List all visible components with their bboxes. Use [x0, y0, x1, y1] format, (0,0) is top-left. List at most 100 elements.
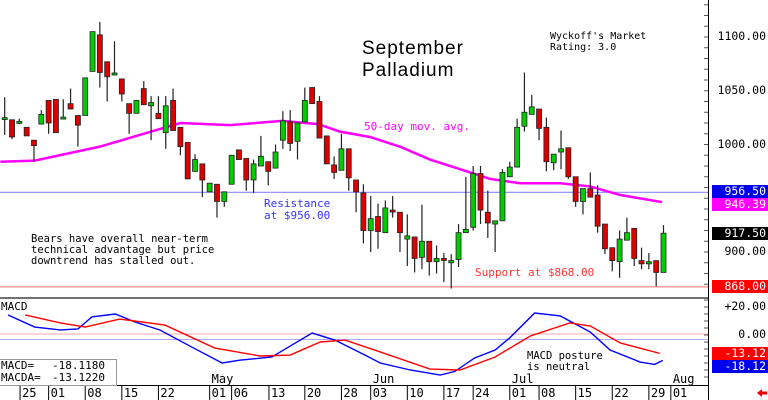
- candle: [89, 31, 96, 72]
- candle: [616, 230, 623, 278]
- candle-body-up: [448, 260, 455, 264]
- date-label: 15: [123, 386, 139, 400]
- candle: [287, 110, 294, 151]
- candle-body-down: [484, 211, 491, 224]
- candle: [660, 225, 667, 273]
- date-label: 01: [511, 386, 527, 400]
- candle: [309, 87, 316, 105]
- candle-body-up: [660, 232, 667, 273]
- candle: [565, 147, 572, 179]
- candle-body-down: [316, 101, 323, 139]
- commentary-line-3: downtrend has stalled out.: [31, 255, 196, 267]
- candle-body-up: [367, 218, 374, 231]
- date-label: 01: [672, 386, 688, 400]
- candle: [16, 118, 23, 125]
- candle: [184, 141, 191, 180]
- candle-body-down: [155, 112, 162, 120]
- candle-body-up: [272, 151, 279, 169]
- candle: [118, 78, 125, 102]
- candle: [360, 184, 367, 244]
- candle: [104, 61, 111, 102]
- candle: [9, 119, 15, 140]
- macda-readout-label: MACDA=: [1, 371, 41, 384]
- candle-body-down: [53, 98, 59, 134]
- candle-body-up: [462, 229, 469, 234]
- candle: [206, 182, 213, 193]
- price-marker-badge: 917.50: [712, 226, 768, 240]
- candle: [345, 148, 352, 191]
- price-marker-badge: 956.50: [712, 184, 768, 198]
- candle: [323, 135, 330, 165]
- candle: [609, 247, 616, 272]
- candle-body-up: [221, 191, 228, 202]
- candle: [455, 224, 462, 268]
- candle: [338, 133, 345, 171]
- candle-body-up: [514, 126, 520, 168]
- candle: [514, 118, 520, 168]
- candle: [236, 149, 242, 160]
- candle-body-down: [199, 163, 206, 181]
- candle-body-down: [67, 103, 74, 110]
- candle: [572, 176, 579, 207]
- candle-body-up: [470, 173, 477, 228]
- candle: [645, 253, 652, 270]
- month-label: Aug: [672, 372, 695, 386]
- candle: [126, 103, 133, 134]
- date-label: 10: [409, 386, 424, 400]
- scroll-left-arrow-icon[interactable]: [757, 389, 767, 397]
- resistance-line-2: at $956.00: [264, 209, 331, 222]
- candle: [272, 144, 279, 169]
- candle: [499, 169, 506, 222]
- date-label: 15: [577, 386, 593, 400]
- candle-body-down: [243, 158, 250, 181]
- candle-body-up: [279, 120, 286, 141]
- date-label: 25: [22, 386, 37, 400]
- candle: [53, 98, 59, 134]
- candle: [602, 223, 608, 255]
- candle: [404, 214, 411, 266]
- candle-body-up: [16, 120, 23, 124]
- candle: [243, 158, 250, 191]
- candle: [140, 81, 147, 106]
- candle-body-up: [521, 111, 528, 127]
- candle: [521, 72, 528, 132]
- candle-body-up: [492, 220, 499, 225]
- candle: [155, 96, 162, 120]
- candle: [67, 88, 74, 110]
- price-marker-badge: 868.00: [712, 279, 768, 293]
- candle: [111, 41, 118, 76]
- candle: [177, 126, 184, 156]
- candle-body-down: [397, 211, 403, 234]
- candle: [228, 154, 235, 185]
- candle-body-up: [616, 238, 623, 263]
- candle-body-up: [60, 116, 67, 120]
- candle: [199, 163, 206, 198]
- posture-line-2: is neutral: [527, 361, 591, 373]
- candle: [192, 154, 198, 172]
- candle: [221, 191, 228, 207]
- candle: [477, 166, 484, 225]
- macd-readout-label: MACD=: [1, 359, 35, 372]
- candle: [587, 172, 594, 198]
- price-axis-label: 1000.00: [717, 137, 766, 151]
- candle-body-down: [9, 119, 15, 138]
- candle: [492, 220, 499, 252]
- candle: [294, 122, 301, 160]
- candle-body-up: [82, 77, 89, 116]
- candle-body-up: [419, 240, 425, 258]
- candle: [484, 190, 491, 239]
- macd-axis-label: +20.00: [724, 300, 766, 313]
- candle-body-up: [558, 148, 564, 153]
- candle: [133, 100, 140, 114]
- macd-line: [7, 312, 664, 376]
- candle-body-up: [550, 153, 557, 164]
- candle-body-up: [89, 31, 96, 72]
- candle-body-down: [104, 61, 111, 78]
- macd-posture-annotation: MACD posture is neutral: [527, 351, 603, 373]
- candle: [624, 217, 630, 241]
- candle-body-down: [653, 260, 660, 273]
- macd-axis-label: 0.00: [738, 328, 766, 341]
- candle-body-down: [140, 88, 147, 106]
- candle: [631, 227, 638, 266]
